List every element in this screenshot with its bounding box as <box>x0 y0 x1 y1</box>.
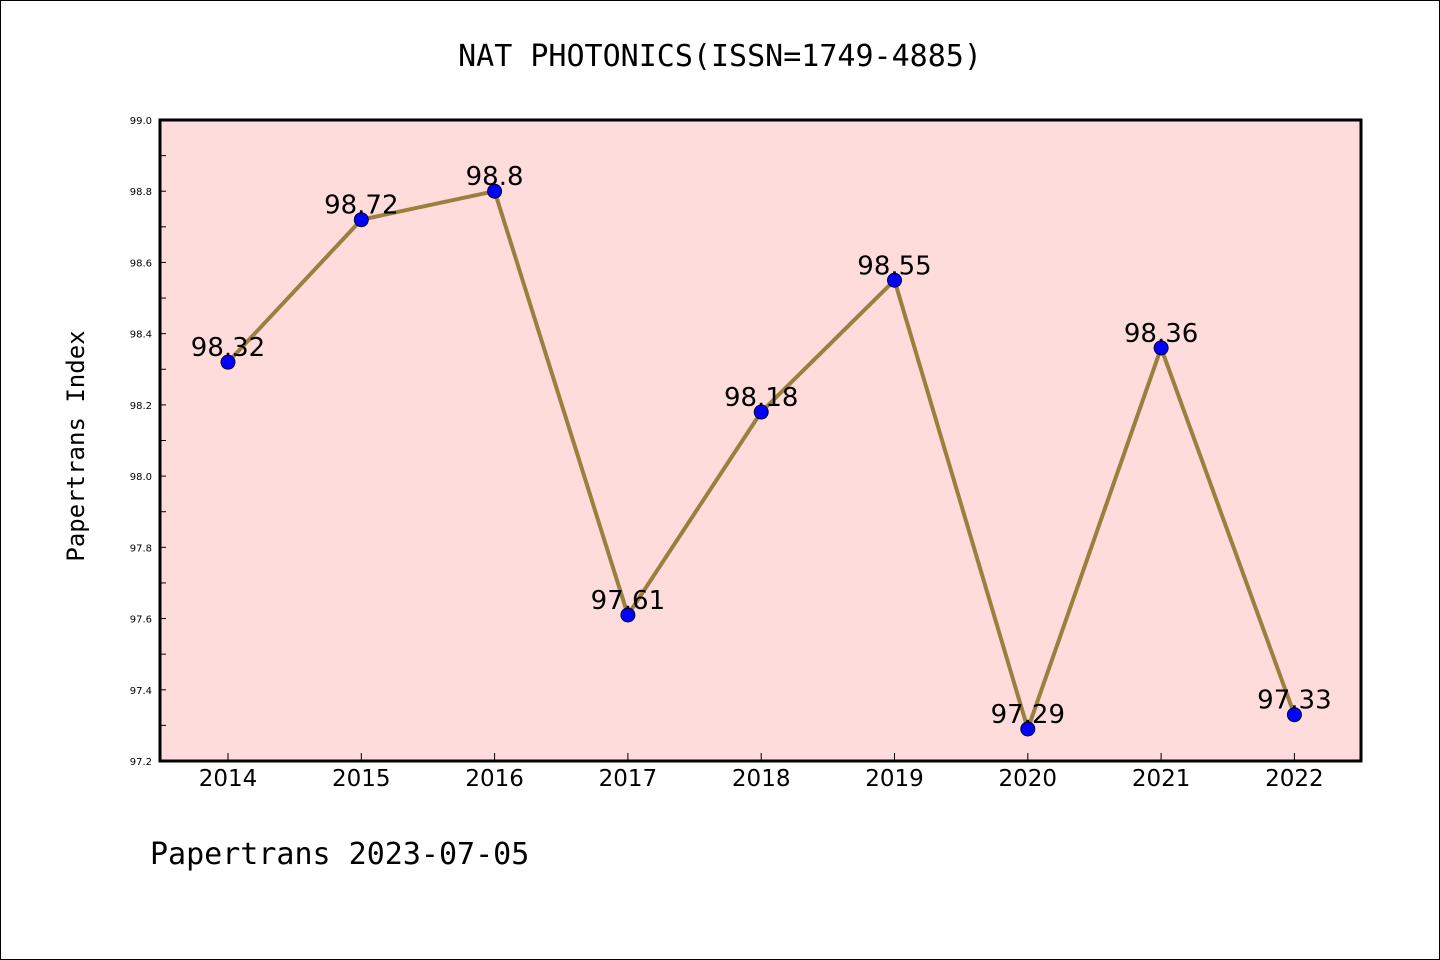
y-tick-label: 97.4 <box>130 686 152 697</box>
data-labels: 98.32 98.72 98.8 97.61 98.18 98.55 97.29 98.36 9… <box>191 162 1332 730</box>
data-point <box>1153 340 1169 356</box>
y-tick-label: 98.4 <box>130 330 152 341</box>
data-point <box>220 354 236 370</box>
data-label: 97.33 <box>1257 686 1331 716</box>
x-tick-label: 2022 <box>1265 766 1324 792</box>
data-label: 98.32 <box>191 333 265 363</box>
x-tick-label: 2019 <box>865 766 924 792</box>
footer-date: Papertrans 2023-07-05 <box>150 837 529 872</box>
data-point <box>1286 707 1302 723</box>
x-tick-label: 2018 <box>732 766 791 792</box>
data-point <box>487 183 503 199</box>
x-axis: 2014 2015 2016 2017 2018 2019 2020 2021 2022 <box>199 753 1324 792</box>
x-tick-label: 2021 <box>1132 766 1191 792</box>
data-label: 97.61 <box>591 586 665 616</box>
y-tick-label: 97.8 <box>130 543 152 554</box>
data-label: 98.72 <box>324 191 398 221</box>
y-tick-label: 98.2 <box>130 401 152 412</box>
y-tick-label: 98.8 <box>130 187 152 198</box>
data-point <box>353 212 369 228</box>
y-tick-label: 98.6 <box>130 258 152 269</box>
data-point <box>753 404 769 420</box>
plot-border <box>158 118 1363 763</box>
data-label: 98.55 <box>857 251 931 281</box>
data-label: 98.8 <box>466 162 524 192</box>
x-tick-label: 2020 <box>999 766 1058 792</box>
series-layer <box>220 183 1302 737</box>
y-axis-label: Papertrans Index <box>62 330 90 561</box>
x-tick-label: 2017 <box>599 766 658 792</box>
data-label: 98.36 <box>1124 319 1198 349</box>
data-point <box>1020 721 1036 737</box>
data-label: 97.29 <box>991 700 1065 730</box>
y-tick-label: 97.6 <box>130 615 152 626</box>
y-tick-label: 98.0 <box>130 472 152 483</box>
y-tick-label: 97.2 <box>130 757 152 768</box>
data-point <box>620 607 636 623</box>
data-label: 98.18 <box>724 383 798 413</box>
y-tick-label: 99.0 <box>130 116 152 127</box>
data-point <box>887 272 902 288</box>
x-tick-label: 2016 <box>465 766 524 792</box>
x-tick-label: 2014 <box>199 766 258 792</box>
x-tick-label: 2015 <box>332 766 391 792</box>
chart-title: NAT PHOTONICS(ISSN=1749-4885) <box>458 39 982 74</box>
